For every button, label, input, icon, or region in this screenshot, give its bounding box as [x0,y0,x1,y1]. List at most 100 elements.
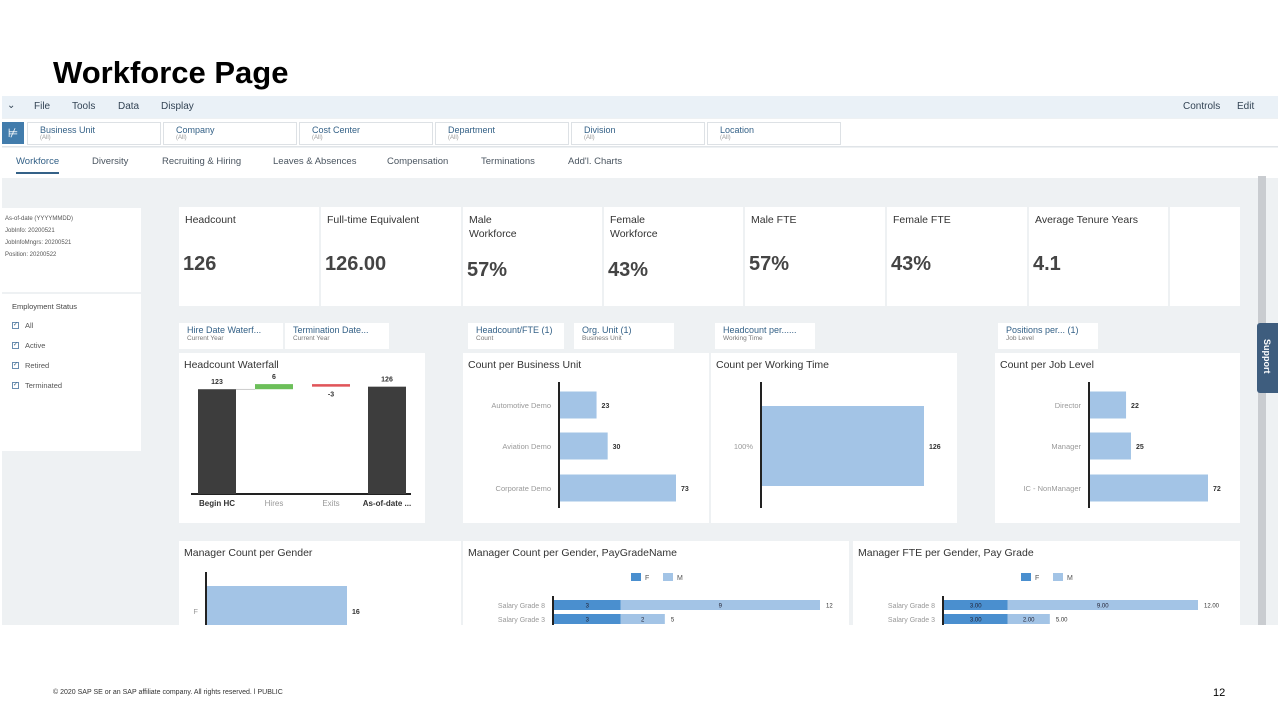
menu-controls[interactable]: Controls [1183,101,1221,112]
y-tick-label: Manager [1051,442,1081,451]
vertical-scrollbar[interactable] [1258,176,1266,625]
y-tick-label: Corporate Demo [496,484,551,493]
chart-filter-working-time[interactable]: Headcount per...... Working Time [715,323,815,349]
menu-file[interactable]: File [34,101,51,112]
status-label: All [25,320,34,330]
checkbox-checked-icon[interactable]: ✓ [12,341,19,349]
kpi-male-workforce[interactable]: Male Workforce 57% [463,207,602,306]
tab-recruiting-hiring[interactable]: Recruiting & Hiring [162,156,242,167]
chart-filter-hire-date[interactable]: Hire Date Waterf... Current Year [179,323,283,349]
chart-card-manager-gender-paygrade[interactable]: Manager Count per Gender, PayGradeName F… [463,541,849,625]
y-tick-label: Director [1055,401,1082,410]
menu-display[interactable]: Display [161,101,194,112]
chart-card-manager-fte-paygrade[interactable]: Manager FTE per Gender, Pay Grade F M Sala… [853,541,1240,625]
legend-label: F [1035,575,1039,582]
manager-gender-svg: F 16 [193,572,360,625]
tab-workforce[interactable]: Workforce [16,156,60,174]
kpi-value: 126.00 [325,253,387,275]
filter-value: (All) [176,135,187,141]
manager-gender-paygrade-svg: F M Salary Grade 8 3 9 12 Salary Grade 3 3 2 5 [498,573,833,625]
kpi-title: Full-time Equivalent [327,214,420,226]
chart-title: Count per Working Time [716,359,830,371]
filter-value: (All) [584,135,595,141]
status-option-retired[interactable]: ✓ Retired [12,355,131,375]
kpi-fte[interactable]: Full-time Equivalent 126.00 [321,207,461,306]
legend-label: F [645,575,649,582]
status-option-terminated[interactable]: ✓ Terminated [12,375,131,395]
checkbox-checked-icon[interactable]: ✓ [12,321,19,329]
bar [762,406,924,486]
waterfall-svg: 123 6 -3 126 Begin HC Hires Exits As-of-date ..… [191,374,411,508]
menu-edit[interactable]: Edit [1237,101,1255,112]
kpi-average-tenure[interactable]: Average Tenure Years 4.1 [1029,207,1168,306]
waterfall-bar-exits [312,384,350,387]
chart-filter-org-unit[interactable]: Org. Unit (1) Business Unit [574,323,674,349]
data-label: 30 [613,444,621,451]
chart-card-business-unit[interactable]: Count per Business Unit Automotive Demo 2… [463,353,709,523]
filter-label: Cost Center [312,125,361,135]
data-label: 126 [929,444,941,451]
chart-card-waterfall[interactable]: Headcount Waterfall 123 6 -3 126 Begin HC Hir… [179,353,425,523]
filter-location[interactable]: Location (All) [707,122,841,145]
page-tabs: Workforce Diversity Recruiting & Hiring … [2,148,1278,178]
asof-date-panel: As-of-date (YYYYMMDD) JobInfo: 20200521 … [2,208,141,292]
bar-segment-f [554,614,621,624]
menu-tools[interactable]: Tools [72,101,96,112]
checkbox-checked-icon[interactable]: ✓ [12,361,19,369]
pill-sub: Job Level [1006,335,1034,342]
filter-department[interactable]: Department (All) [435,122,569,145]
bar [1090,391,1127,419]
kpi-female-fte[interactable]: Female FTE 43% [887,207,1027,306]
chart-card-manager-gender[interactable]: Manager Count per Gender F 16 [179,541,461,625]
data-label: 22 [1131,403,1139,410]
filter-business-unit[interactable]: Business Unit (All) [27,122,161,145]
employment-status-title: Employment Status [12,302,78,311]
filter-label: Division [584,125,616,135]
filter-cost-center[interactable]: Cost Center (All) [299,122,433,145]
pill-label: Hire Date Waterf... [187,325,262,335]
kpi-value: 126 [183,253,217,275]
tab-addl-charts[interactable]: Add'l. Charts [568,156,623,167]
checkbox-checked-icon[interactable]: ✓ [12,381,19,389]
tab-compensation[interactable]: Compensation [387,156,449,167]
menu-data[interactable]: Data [118,101,140,112]
kpi-title: Female FTE [893,214,951,226]
chart-filter-job-level[interactable]: Positions per... (1) Job Level [998,323,1098,349]
support-tab[interactable]: Support [1257,323,1278,393]
legend-swatch-f [631,573,641,581]
status-option-active[interactable]: ✓ Active [12,335,131,355]
kpi-title: Male Workforce [469,214,517,240]
chart-card-job-level[interactable]: Count per Job Level Director 22 Manager 25 I… [995,353,1240,523]
kpi-male-fte[interactable]: Male FTE 57% [745,207,885,306]
total-label: 12 [826,604,833,610]
tab-diversity[interactable]: Diversity [92,156,129,167]
pill-label: Positions per... (1) [1006,325,1079,335]
filter-funnel-icon[interactable]: ⊭ [2,122,24,144]
employment-status-panel: Employment Status ✓ All ✓ Active ✓ Retired … [2,294,141,451]
status-option-all[interactable]: ✓ All [12,315,131,335]
data-label: 3 [586,604,590,610]
business-unit-svg: Automotive Demo 23 Aviation Demo 30 Corporat… [491,382,689,508]
data-label: 9.00 [1097,604,1109,610]
data-label: 2.00 [1023,618,1035,624]
data-label: 72 [1213,486,1221,493]
asof-line: As-of-date (YYYYMMDD) [5,216,74,222]
kpi-headcount[interactable]: Headcount 126 [179,207,319,306]
data-label: 9 [719,604,723,610]
collapse-chevron-icon[interactable]: ⌄ [7,100,16,111]
status-label: Retired [25,360,50,370]
filter-division[interactable]: Division (All) [571,122,705,145]
legend-swatch-m [1053,573,1063,581]
chart-filter-termination-date[interactable]: Termination Date... Current Year [285,323,389,349]
filter-label: Department [448,125,496,135]
tab-terminations[interactable]: Terminations [481,156,535,167]
kpi-female-workforce[interactable]: Female Workforce 43% [604,207,743,306]
data-label: 2 [641,618,645,624]
tab-leaves-absences[interactable]: Leaves & Absences [273,156,357,167]
x-tick-label: Exits [322,499,339,508]
kpi-value: 4.1 [1033,253,1061,275]
filter-value: (All) [40,135,51,141]
chart-card-working-time[interactable]: Count per Working Time 100% 126 [711,353,957,523]
chart-filter-headcount-fte[interactable]: Headcount/FTE (1) Count [468,323,564,349]
filter-company[interactable]: Company (All) [163,122,297,145]
